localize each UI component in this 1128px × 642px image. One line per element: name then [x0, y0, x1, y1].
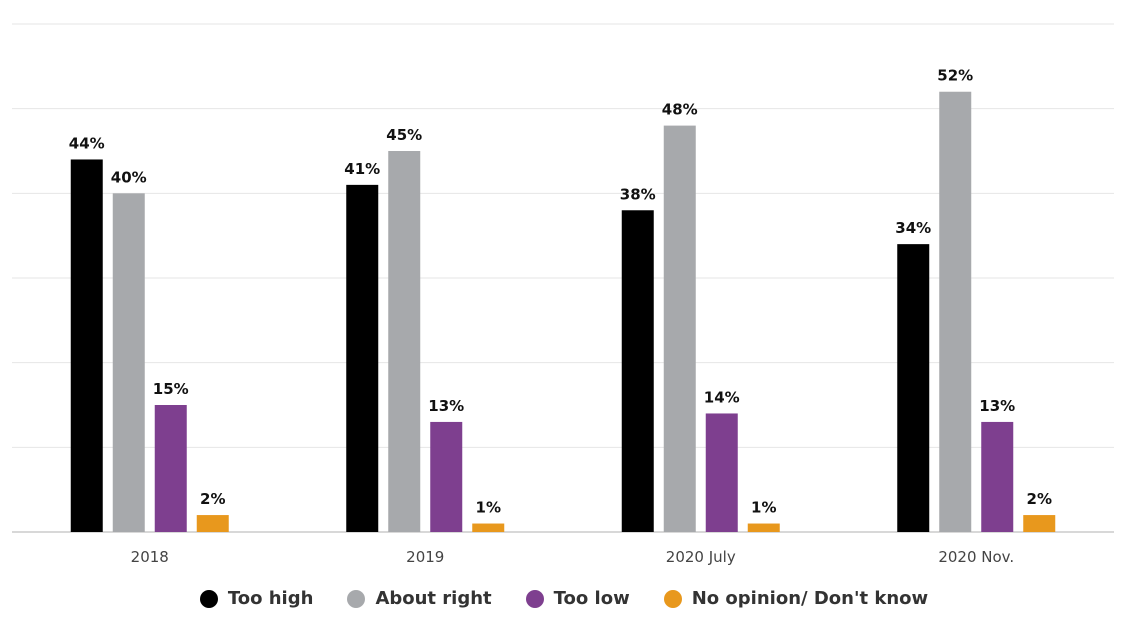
data-label: 13%: [428, 397, 464, 415]
bar: [430, 421, 463, 532]
x-axis-labels: 2018 2019 2020 July 2020 Nov.: [131, 548, 1015, 566]
data-label: 1%: [751, 499, 776, 517]
legend-item-too-high[interactable]: Too high: [199, 588, 314, 609]
gridlines: [12, 23, 1114, 533]
data-label: 38%: [620, 185, 656, 203]
bar: [388, 151, 421, 532]
bar: [472, 523, 505, 532]
bar: [705, 413, 738, 532]
bar: [621, 210, 654, 532]
data-label: 45%: [386, 126, 422, 144]
data-label: 13%: [979, 397, 1015, 415]
data-label: 48%: [662, 101, 698, 119]
legend-item-no-opinion[interactable]: No opinion/ Don't know: [663, 588, 929, 609]
data-label: 41%: [344, 160, 380, 178]
bars: [70, 91, 1056, 533]
data-label: 52%: [937, 67, 973, 85]
legend-item-too-low[interactable]: Too low: [525, 588, 630, 609]
legend-swatch-no-opinion: [663, 589, 682, 608]
legend-label: About right: [375, 588, 492, 609]
x-tick-label: 2020 Nov.: [938, 548, 1014, 566]
bar: [112, 193, 145, 533]
data-label: 15%: [153, 380, 189, 398]
data-label: 40%: [111, 168, 147, 186]
bar: [346, 184, 379, 532]
data-label: 1%: [476, 499, 501, 517]
bar: [663, 125, 696, 532]
data-label: 44%: [69, 134, 105, 152]
data-labels: 44% 40% 15% 2% 41% 45% 13% 1% 38% 48% 14% 1% 34% 52% 1…: [69, 67, 1052, 517]
bar: [70, 159, 103, 532]
bar: [939, 91, 972, 532]
legend-item-about-right[interactable]: About right: [347, 588, 492, 609]
x-tick-label: 2020 July: [666, 548, 736, 566]
bar: [1023, 515, 1056, 532]
x-tick-label: 2019: [406, 548, 444, 566]
data-label: 2%: [200, 490, 225, 508]
bar: [897, 244, 930, 532]
legend-label: No opinion/ Don't know: [691, 588, 929, 609]
legend-label: Too high: [227, 588, 314, 609]
bar: [154, 405, 187, 532]
bar-chart: 44% 40% 15% 2% 41% 45% 13% 1% 38% 48% 14% 1% 34% 52% 1…: [12, 23, 1114, 566]
data-label: 34%: [895, 219, 931, 237]
data-label: 14%: [704, 388, 740, 406]
legend-swatch-too-low: [525, 589, 544, 608]
x-tick-label: 2018: [131, 548, 169, 566]
legend-swatch-about-right: [347, 589, 366, 608]
bar: [196, 515, 229, 532]
bar: [747, 523, 780, 532]
bar: [981, 421, 1014, 532]
legend: Too high About right Too low No opinion/…: [0, 588, 1128, 609]
data-label: 2%: [1027, 490, 1052, 508]
legend-swatch-too-high: [199, 589, 218, 608]
legend-label: Too low: [553, 588, 630, 609]
